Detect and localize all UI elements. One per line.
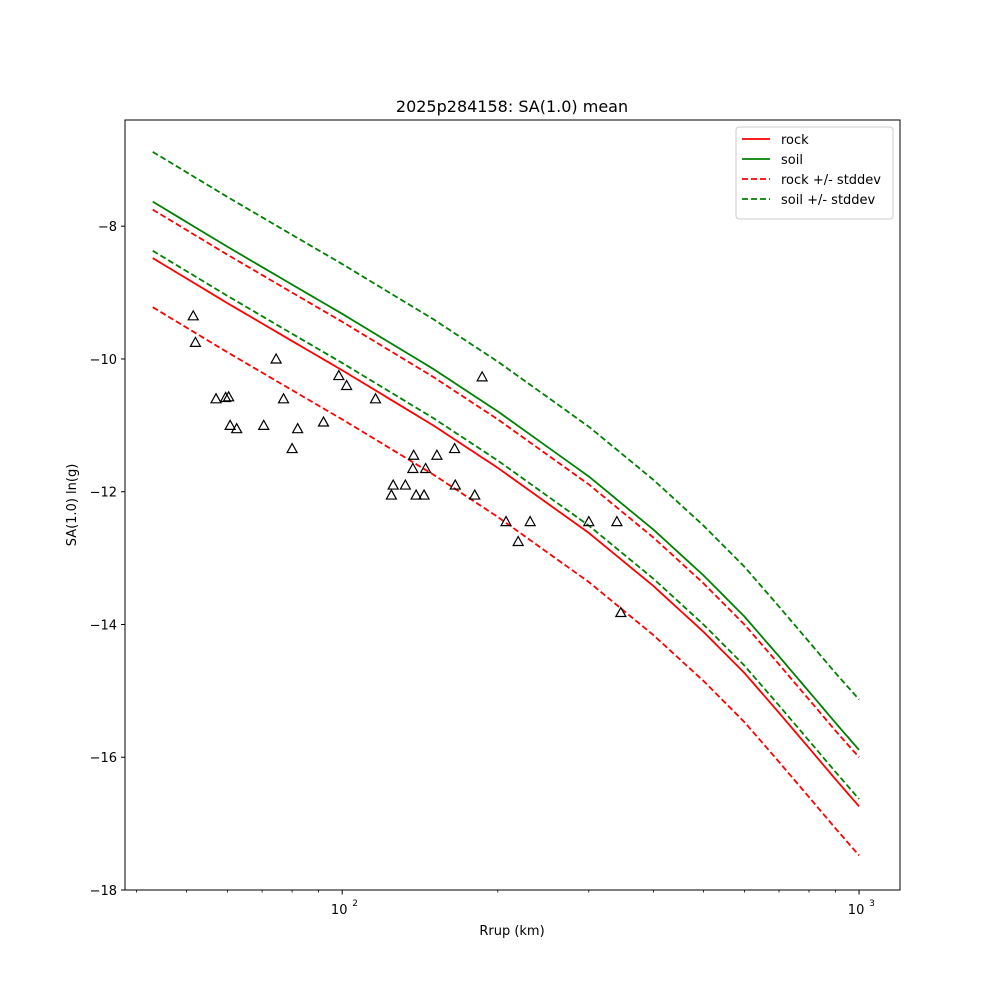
y-tick-label: −12 [90,486,117,501]
observation-point [410,488,423,500]
observation-point [385,488,398,500]
observation-point [332,369,345,381]
x-tick-exponent: 2 [352,899,358,909]
observation-point [291,422,304,434]
y-tick-label: −16 [90,751,117,766]
observation-point [524,515,537,527]
observation-point [476,370,489,382]
y-tick-label: −10 [90,353,117,368]
observation-point [399,478,412,490]
observation-layer [187,309,627,618]
legend-label: rock +/- stddev [781,173,881,188]
observation-point [406,462,419,474]
series-line-3 [152,306,860,857]
observation-point [387,478,400,490]
chart-title: 2025p284158: SA(1.0) mean [396,97,628,116]
x-axis-label: Rrup (km) [479,924,544,939]
observation-point [277,392,290,404]
series-line-4 [152,151,860,701]
observation-point [448,442,461,454]
series-line-1 [152,200,860,751]
legend-label: soil [781,153,803,168]
observation-point [257,419,270,430]
observation-point [270,352,283,364]
observation-point [209,392,223,404]
observation-point [189,336,202,347]
x-axis: 10 2 10 3 [136,890,875,918]
observation-point [468,488,481,500]
observation-point [418,488,431,500]
series-line-0 [152,257,860,807]
observation-point [219,391,232,403]
legend-label: soil +/- stddev [781,193,876,208]
x-tick-exponent: 3 [869,899,875,909]
observation-point [222,390,235,402]
observation-point [430,448,443,460]
observation-point [286,442,299,454]
y-tick-label: −18 [90,884,117,899]
observation-point [449,478,462,490]
series-layer [152,151,860,857]
observation-point [500,515,513,527]
observation-point [614,606,627,618]
observation-point [317,415,330,427]
legend: rock soil rock +/- stddev soil +/- stddev [735,126,894,220]
observation-point [582,515,595,527]
series-line-2 [152,208,860,758]
observation-point [340,379,353,391]
y-axis-label: SA(1.0) ln(g) [65,464,80,547]
observation-point [419,462,432,474]
observation-point [187,309,200,321]
y-tick-label: −8 [98,220,117,235]
plot-area-frame [124,119,901,891]
x-tick-label: 10 [331,903,348,918]
series-line-5 [152,249,860,800]
observation-point [512,535,525,547]
observation-point [230,422,243,434]
legend-label: rock [781,133,809,148]
observation-point [407,448,420,460]
observation-point [369,392,382,404]
observation-point [224,419,237,430]
x-tick-label: 10 [848,903,865,918]
y-tick-label: −14 [90,618,117,633]
y-axis: −18 −16 −14 −12 −10 −8 [90,220,125,899]
legend-frame [735,126,894,220]
observation-point [610,515,623,527]
